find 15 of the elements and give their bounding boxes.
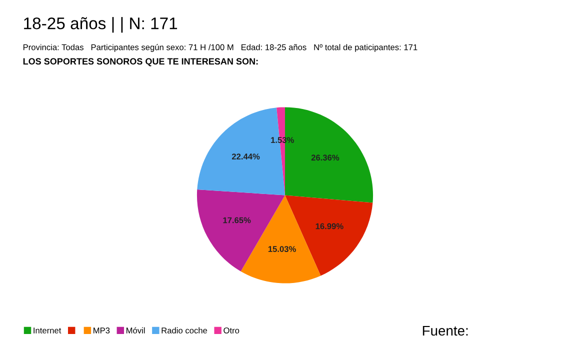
legend-label: Radio coche	[162, 327, 208, 334]
legend-label: Móvil	[126, 327, 145, 334]
text: LOS SOPORTES SONOROS QUE TE INTERESAN SON:	[23, 58, 258, 66]
chart-title: 18-25 años | | N: 171	[24, 17, 178, 33]
data-label: 1.53%	[271, 137, 294, 143]
data-label: 16.99%	[316, 223, 344, 230]
legend-label: Otro	[224, 328, 240, 334]
chart-subtitle: Provincia: Todas Participantes según sexo: 71 H /100 M Edad: 18-25 años Nº total de paticipantes: 171	[23, 44, 418, 52]
source-note: Fuente:	[422, 326, 468, 336]
legend-label: Internet	[34, 328, 62, 334]
data-label: 17.65%	[223, 217, 251, 224]
data-label: 22.44%	[232, 154, 260, 160]
legend-label: MP3	[94, 328, 110, 334]
data-label: 15.03%	[268, 246, 296, 252]
data-label: 26.36%	[311, 154, 340, 161]
